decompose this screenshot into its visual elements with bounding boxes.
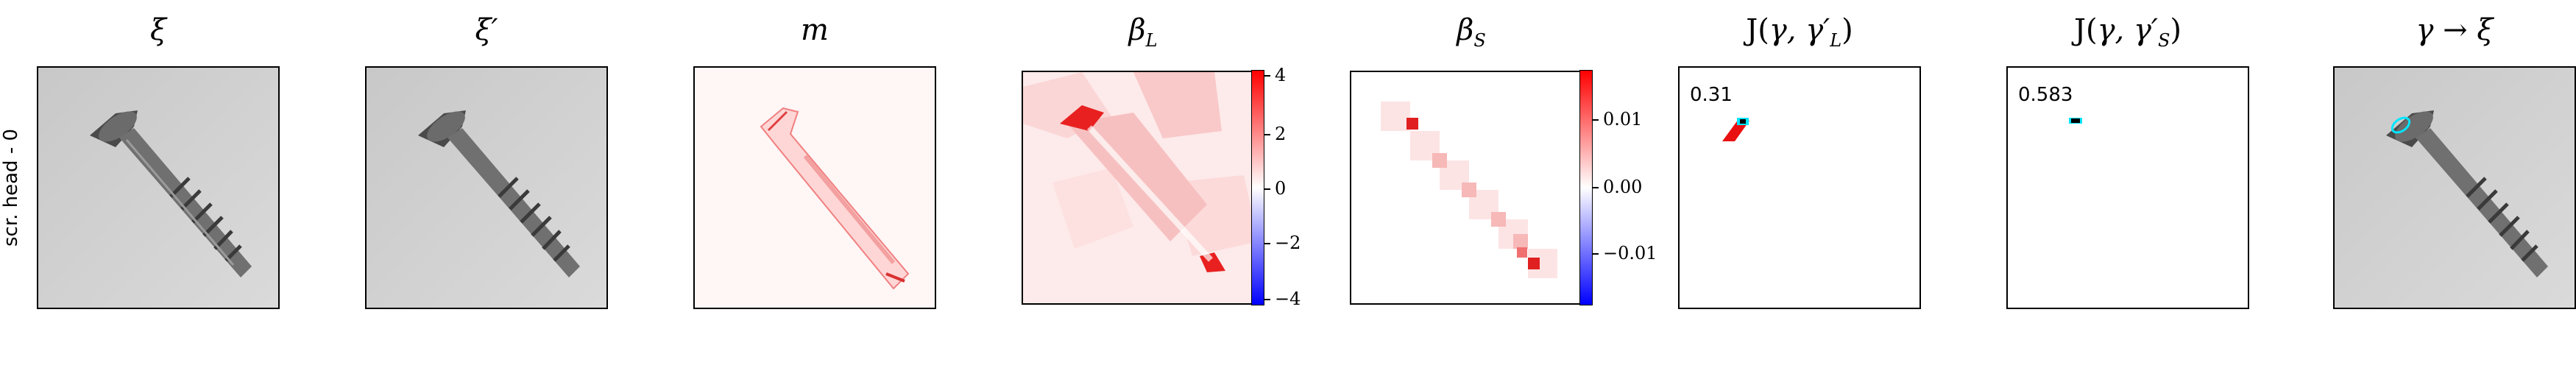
colorbar-l-tick: 4 — [1264, 65, 1287, 85]
gamma-xi-image — [2335, 68, 2575, 308]
title-j-l: J(γ, γ′L) — [1678, 13, 1921, 51]
colorbar-l-tick: 2 — [1264, 124, 1287, 144]
colorbar-l-tick: −4 — [1264, 289, 1301, 309]
row-label: scr. head - 0 — [0, 66, 22, 309]
panel-beta-l — [1022, 71, 1264, 305]
colorbar-s-tick: 0.01 — [1592, 109, 1643, 130]
title-m: m — [801, 13, 829, 47]
title-beta-s: βS — [1350, 13, 1593, 51]
title-j-l-prefix: J( — [1746, 13, 1769, 47]
j-l-overlay — [1722, 118, 1749, 141]
title-j-l-vars: γ, γ′ — [1769, 13, 1830, 47]
screw-image-prime — [367, 68, 606, 308]
title-j-s-sub: S — [2157, 30, 2170, 51]
beta-l-map — [1023, 72, 1263, 303]
title-j-s: J(γ, γ′S) — [2006, 13, 2249, 51]
colorbar-beta-l — [1251, 70, 1264, 305]
title-j-s-prefix: J( — [2073, 13, 2098, 47]
score-j-s: 0.583 — [2018, 84, 2073, 106]
title-beta-l: βL — [1022, 13, 1264, 51]
panel-beta-s — [1350, 71, 1593, 305]
title-gamma-xi: γ → ξ — [2416, 13, 2494, 47]
colorbar-beta-s — [1579, 70, 1593, 305]
title-beta-s-sub: S — [1473, 30, 1486, 51]
panel-m — [693, 66, 936, 309]
title-j-l-sub: L — [1830, 30, 1842, 51]
title-j-l-suffix: ) — [1841, 13, 1853, 47]
beta-s-map — [1351, 72, 1591, 303]
highlight-region — [2391, 116, 2411, 134]
colorbar-l-tick: 0 — [1264, 178, 1287, 199]
title-xi-prime: ξ′ — [475, 13, 498, 47]
title-j-s-vars: γ, γ′ — [2097, 13, 2158, 47]
colorbar-s-tick: 0.00 — [1592, 177, 1643, 197]
title-beta-l-sub: L — [1145, 30, 1158, 51]
colorbar-s-tick: −0.01 — [1593, 243, 1657, 263]
row-label-text: scr. head - 0 — [0, 128, 22, 247]
panel-xi — [37, 66, 280, 309]
panel-gamma-xi — [2333, 66, 2576, 309]
title-xi: ξ — [149, 13, 167, 47]
title-beta-s-base: β — [1457, 13, 1474, 47]
colorbar-l-tick: −2 — [1264, 233, 1301, 253]
panel-j-s: 0.583 — [2006, 66, 2249, 309]
screw-image — [38, 68, 278, 308]
title-j-s-suffix: ) — [2170, 13, 2182, 47]
score-j-l: 0.31 — [1690, 84, 1733, 106]
mask-image — [695, 68, 935, 308]
j-s-overlay — [2069, 118, 2082, 124]
title-beta-l-base: β — [1128, 13, 1146, 47]
panel-j-l: 0.31 — [1678, 66, 1921, 309]
panel-xi-prime — [365, 66, 608, 309]
